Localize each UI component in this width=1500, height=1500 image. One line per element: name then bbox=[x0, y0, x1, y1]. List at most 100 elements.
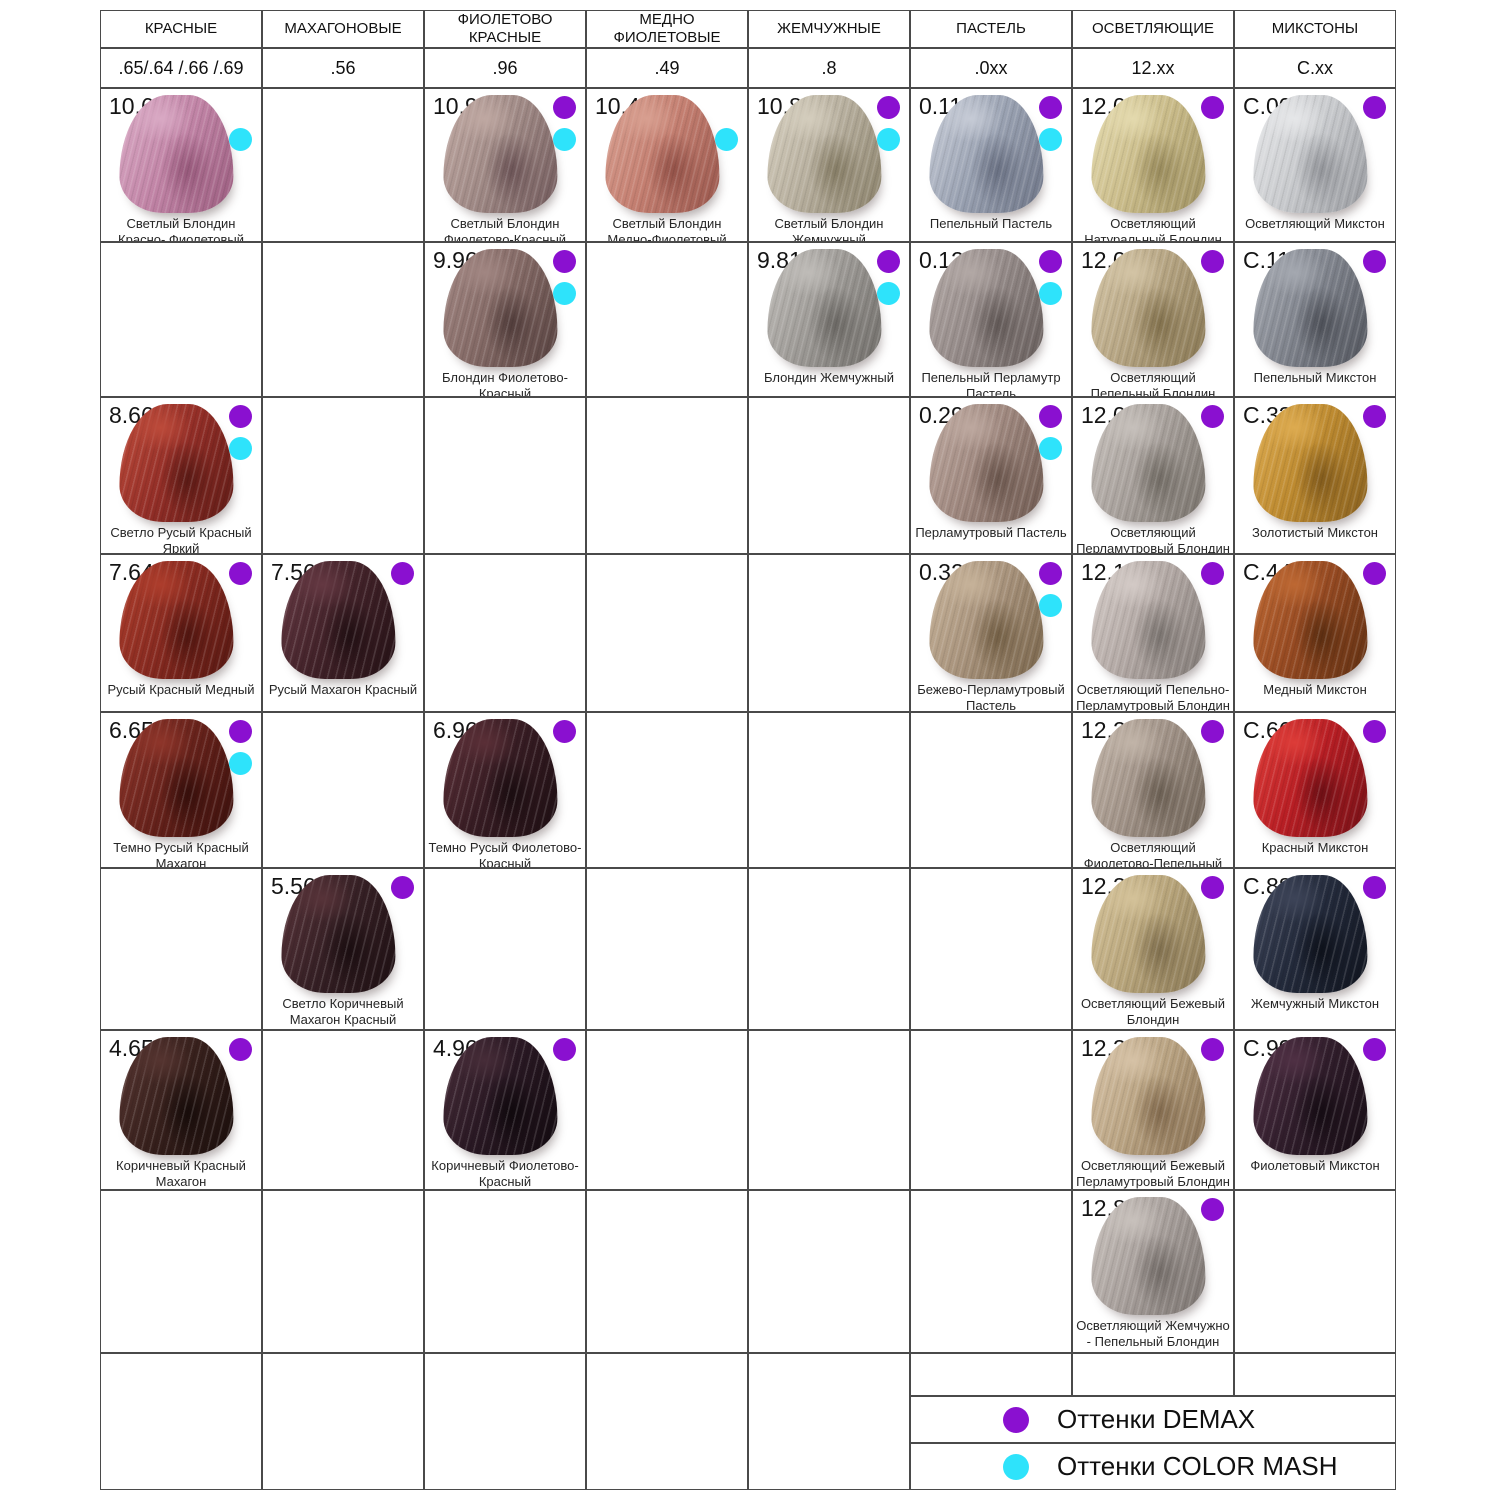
empty-cell bbox=[424, 868, 586, 1030]
hair-swatch bbox=[119, 561, 234, 679]
shade-label: Темно Русый Красный Махагон bbox=[113, 840, 249, 868]
shade-label: Осветляющий Перламутровый Блондин bbox=[1076, 525, 1230, 554]
hair-swatch bbox=[1253, 95, 1368, 213]
legend-label: Оттенки DEMAX bbox=[1057, 1404, 1256, 1434]
empty-cell bbox=[748, 1353, 910, 1490]
demax-dot bbox=[1201, 1038, 1224, 1061]
shade-cell: 6.65 Темно Русый Красный Махагон bbox=[100, 712, 262, 868]
table-footer: Оттенки DEMAX Оттенки COLOR MASH bbox=[100, 1353, 1396, 1490]
shade-cell: 12.12 Осветляющий Пепельно-Перламутровый … bbox=[1072, 554, 1234, 712]
color-mash-dot bbox=[1039, 594, 1062, 617]
empty-cell bbox=[586, 712, 748, 868]
shade-label: Осветляющий Пепельно-Перламутровый Блонд… bbox=[1076, 682, 1230, 712]
legend-row-demax: Оттенки DEMAX bbox=[910, 1396, 1396, 1443]
shade-label: Осветляющий Натуральный Блондин bbox=[1084, 216, 1222, 242]
hair-swatch bbox=[929, 561, 1044, 679]
shade-label: Пепельный Пастель bbox=[929, 216, 1053, 231]
hair-swatch bbox=[1091, 1197, 1206, 1315]
empty-cell bbox=[586, 1190, 748, 1353]
shade-cell: 5.56 Светло Коричневый Махагон Красный bbox=[262, 868, 424, 1030]
empty-cell bbox=[910, 712, 1072, 868]
shade-label: Коричневый Фиолетово-Красный bbox=[431, 1158, 579, 1189]
hair-swatch bbox=[281, 561, 396, 679]
color-mash-dot bbox=[1003, 1453, 1029, 1480]
hair-swatch bbox=[605, 95, 720, 213]
empty-cell bbox=[262, 1353, 424, 1490]
hair-swatch bbox=[119, 1037, 234, 1155]
color-mash-dot bbox=[1039, 282, 1062, 305]
column-code-cell: .96 bbox=[424, 48, 586, 88]
demax-dot bbox=[1039, 250, 1062, 273]
shade-cell: 12.32 Осветляющий Бежевый Перламутровый Б… bbox=[1072, 1030, 1234, 1190]
shade-cell: 12.31 Осветляющий Бежевый Блондин bbox=[1072, 868, 1234, 1030]
hair-swatch bbox=[1253, 875, 1368, 993]
column-code-cell: .8 bbox=[748, 48, 910, 88]
hair-swatch bbox=[119, 404, 234, 522]
hair-swatch bbox=[1091, 404, 1206, 522]
empty-cell bbox=[424, 1190, 586, 1353]
shade-label: Светло Русый Красный Яркий bbox=[110, 525, 252, 554]
shade-label: Русый Красный Медный bbox=[107, 682, 255, 697]
color-mash-dot bbox=[1039, 437, 1062, 460]
hair-swatch bbox=[1253, 249, 1368, 367]
color-mash-dot bbox=[715, 128, 738, 151]
demax-dot bbox=[229, 720, 252, 743]
shade-label: Фиолетовый Микстон bbox=[1250, 1158, 1380, 1173]
shade-label: Осветляющий Жемчужно - Пепельный Блондин bbox=[1076, 1318, 1230, 1349]
demax-dot bbox=[1201, 562, 1224, 585]
shade-label: Светлый Блондин Медно-Фиолетовый bbox=[607, 216, 727, 242]
shade-label: Осветляющий Пепельный Блондин bbox=[1090, 370, 1216, 397]
shade-label: Светлый Блондин Фиолетово-Красный bbox=[443, 216, 567, 242]
shade-cell: 12.81 Осветляющий Жемчужно - Пепельный Бл… bbox=[1072, 1190, 1234, 1353]
empty-cell bbox=[262, 397, 424, 554]
column-code-cell: C.xx bbox=[1234, 48, 1396, 88]
shade-cell: 12.02 Осветляющий Перламутровый Блондин bbox=[1072, 397, 1234, 554]
empty-cell bbox=[748, 554, 910, 712]
demax-dot bbox=[1363, 250, 1386, 273]
demax-dot bbox=[1201, 1198, 1224, 1221]
shade-cell: 0.32 Бежево-Перламутровый Пастель bbox=[910, 554, 1072, 712]
hair-swatch bbox=[1091, 95, 1206, 213]
shade-label: Русый Махагон Красный bbox=[268, 682, 418, 697]
empty-cell bbox=[424, 397, 586, 554]
empty-cell bbox=[748, 1030, 910, 1190]
hair-swatch bbox=[443, 719, 558, 837]
empty-cell bbox=[262, 88, 424, 242]
shade-cell: 0.12 Пепельный Перламутр Пастель bbox=[910, 242, 1072, 397]
column-code-cell: .0xx bbox=[910, 48, 1072, 88]
empty-cell bbox=[100, 868, 262, 1030]
shade-cell: 4.65 Коричневый Красный Махагон bbox=[100, 1030, 262, 1190]
shade-label: Блондин Фиолетово-Красный bbox=[442, 370, 568, 397]
shade-cell: 9.81 Блондин Жемчужный bbox=[748, 242, 910, 397]
hair-swatch bbox=[929, 95, 1044, 213]
shade-cell: 7.64 Русый Красный Медный bbox=[100, 554, 262, 712]
color-mash-dot bbox=[229, 128, 252, 151]
demax-dot bbox=[877, 96, 900, 119]
legend-row-color-mash: Оттенки COLOR MASH bbox=[910, 1443, 1396, 1490]
demax-dot bbox=[229, 562, 252, 585]
demax-dot bbox=[1201, 720, 1224, 743]
shade-label: Осветляющий Микстон bbox=[1245, 216, 1385, 231]
empty-cell bbox=[424, 1353, 586, 1490]
shade-label: Пепельный Микстон bbox=[1253, 370, 1377, 385]
empty-cell bbox=[910, 868, 1072, 1030]
shade-cell: C.44 Медный Микстон bbox=[1234, 554, 1396, 712]
demax-dot bbox=[877, 250, 900, 273]
shade-cell: 12.00 Осветляющий Натуральный Блондин bbox=[1072, 88, 1234, 242]
hair-swatch bbox=[281, 875, 396, 993]
shade-cell: 4.96 Коричневый Фиолетово-Красный bbox=[424, 1030, 586, 1190]
color-mash-dot bbox=[553, 282, 576, 305]
demax-dot bbox=[1201, 250, 1224, 273]
hair-swatch bbox=[767, 95, 882, 213]
shade-cell: 8.66 Светло Русый Красный Яркий bbox=[100, 397, 262, 554]
shade-label: Осветляющий Бежевый Блондин bbox=[1080, 996, 1226, 1027]
demax-dot bbox=[553, 720, 576, 743]
empty-cell bbox=[586, 868, 748, 1030]
empty-cell bbox=[100, 1190, 262, 1353]
empty-cell bbox=[586, 242, 748, 397]
demax-dot bbox=[1363, 876, 1386, 899]
empty-cell bbox=[910, 1030, 1072, 1190]
column-title-cell: ОСВЕТЛЯЮЩИЕ bbox=[1072, 10, 1234, 48]
shade-cell: C.66 Красный Микстон bbox=[1234, 712, 1396, 868]
